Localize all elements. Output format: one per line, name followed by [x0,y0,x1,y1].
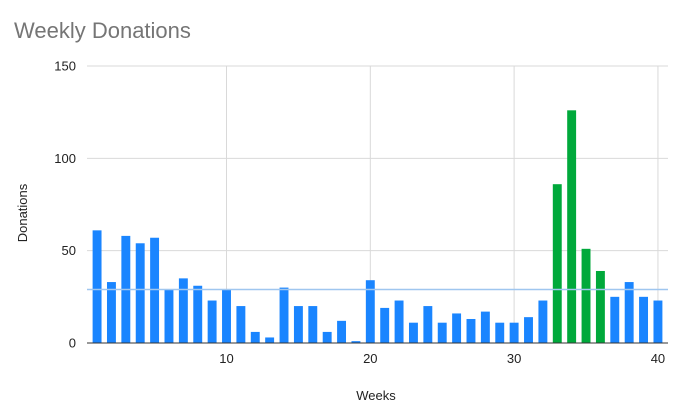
bar-week-39 [639,296,649,343]
bar-week-24 [423,306,433,343]
bar-week-11 [236,306,246,343]
bar-week-31 [524,317,533,343]
bars [92,110,663,343]
y-tick-label-0: 0 [69,336,76,351]
bar-week-1 [92,230,102,343]
bar-week-34 [567,110,577,343]
bar-week-30 [509,322,519,343]
bar-week-18 [337,320,347,343]
x-tick-label-20: 20 [363,351,377,366]
y-axis-title: Donations [15,183,30,242]
bar-week-4 [135,243,145,343]
bar-week-21 [380,307,390,343]
x-tick-label-10: 10 [219,351,233,366]
bar-week-7 [178,278,188,343]
bar-week-8 [193,285,203,343]
y-tick-label-150: 150 [54,59,76,74]
bar-week-2 [106,282,116,343]
bar-week-35 [581,248,591,343]
gridlines [87,65,668,343]
bar-week-28 [480,311,490,343]
bar-week-22 [394,300,404,343]
y-tick-label-100: 100 [54,151,76,166]
x-axis-title: Weeks [356,388,396,403]
x-tick-label-40: 40 [651,351,665,366]
bar-week-36 [595,270,605,343]
bar-week-10 [222,289,231,343]
bar-week-17 [322,331,332,343]
y-tick-labels: 0 50 100 150 [54,59,76,351]
x-tick-label-30: 30 [507,351,521,366]
bar-week-19 [351,341,361,343]
bar-week-27 [466,318,476,343]
bar-week-23 [408,322,418,343]
x-tick-labels: 10 20 30 40 [219,351,665,366]
bar-week-20 [365,280,375,343]
bar-week-26 [452,313,462,343]
bar-week-40 [653,300,663,343]
y-tick-label-50: 50 [62,243,76,258]
bar-week-29 [495,322,505,343]
bar-week-12 [250,331,260,343]
bar-week-6 [164,289,174,343]
bar-week-38 [624,282,634,343]
bar-week-16 [308,306,318,343]
chart-title: Weekly Donations [14,18,191,43]
bar-week-37 [610,296,620,343]
bar-week-15 [293,306,303,343]
bar-week-14 [279,287,289,343]
bar-week-13 [265,337,275,343]
bar-week-32 [538,300,548,343]
bar-week-33 [552,184,562,343]
bar-week-9 [207,300,217,343]
bar-week-25 [437,322,447,343]
bar-week-5 [150,237,160,343]
